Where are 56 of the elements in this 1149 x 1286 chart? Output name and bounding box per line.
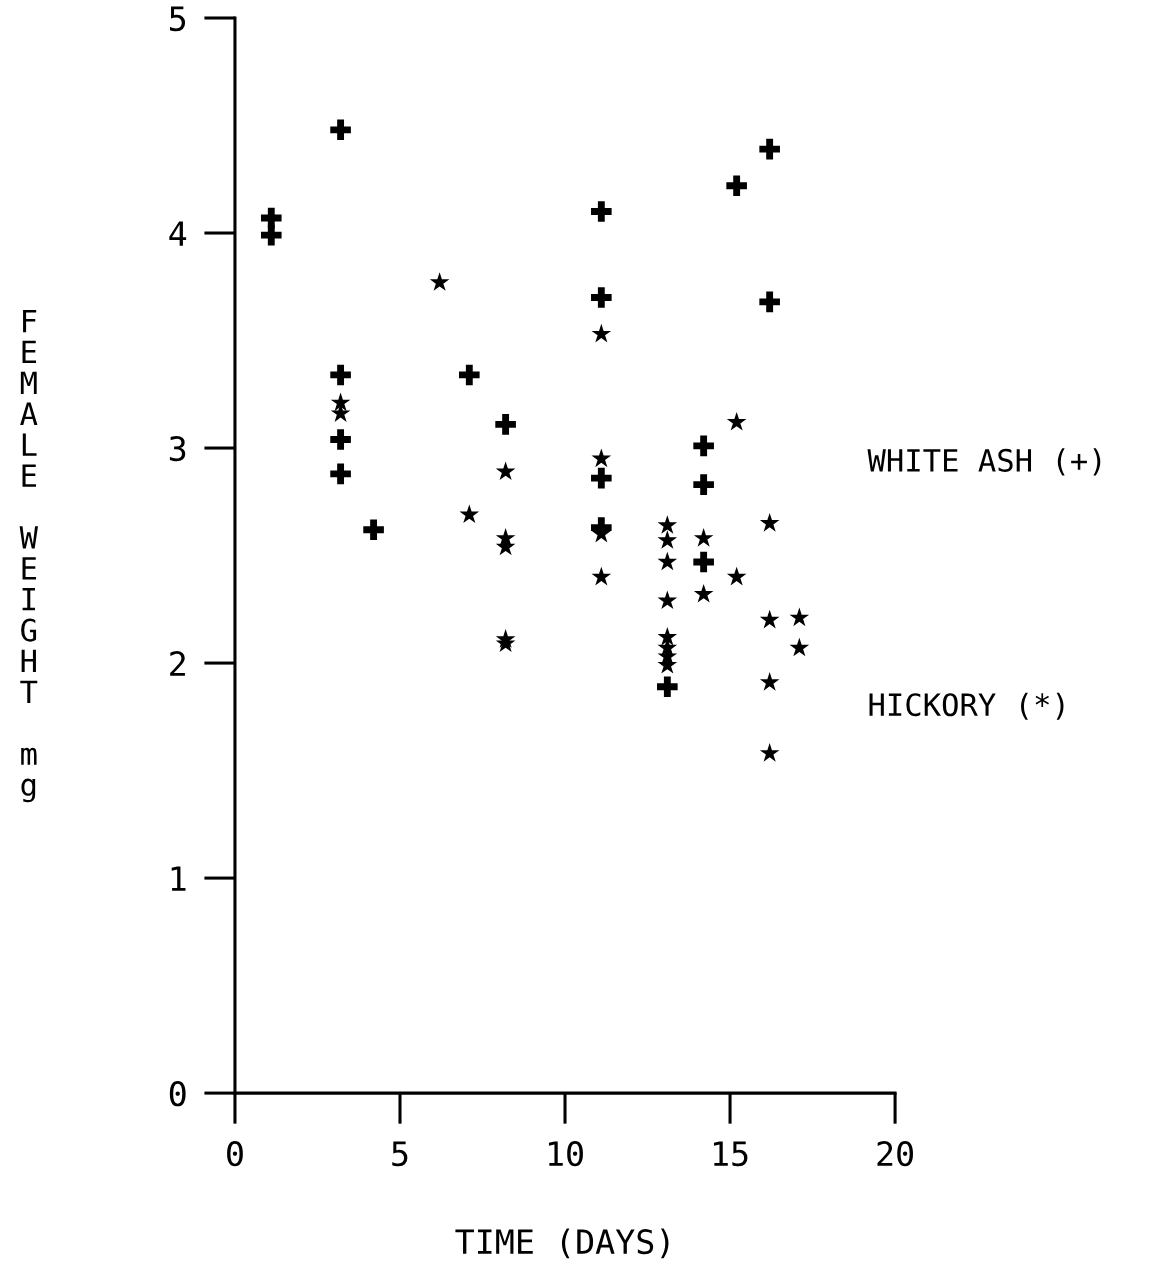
point — [759, 138, 780, 160]
point — [591, 323, 612, 343]
point — [693, 474, 714, 495]
point — [591, 448, 612, 468]
y-tick-label: 3 — [169, 436, 186, 462]
point — [591, 287, 612, 308]
x-axis-title: TIME (DAYS) — [455, 1228, 669, 1259]
point — [657, 551, 678, 571]
point — [759, 743, 780, 762]
point — [591, 467, 612, 489]
y-tick-label: 0 — [169, 1081, 186, 1107]
point — [789, 607, 810, 627]
x-tick-label: 10 — [548, 1141, 583, 1167]
point — [693, 583, 714, 603]
point — [759, 672, 780, 691]
point — [330, 364, 351, 386]
point — [759, 609, 780, 629]
point — [363, 519, 384, 541]
point — [591, 566, 612, 586]
point — [260, 224, 282, 246]
point — [789, 637, 810, 657]
text: WHITE ASH (+) — [867, 448, 1101, 476]
y-tick-label: 1 — [171, 866, 186, 891]
point — [459, 504, 480, 524]
point — [657, 515, 678, 534]
point — [495, 461, 516, 481]
point — [591, 201, 612, 222]
point — [693, 528, 714, 547]
x-tick-label: 20 — [877, 1141, 913, 1167]
point — [495, 414, 516, 435]
point — [759, 513, 780, 532]
point — [657, 676, 678, 698]
point — [693, 435, 714, 457]
point — [726, 566, 747, 586]
point — [657, 530, 678, 549]
point — [657, 590, 678, 610]
text: FEMALE WEIGHT mg — [19, 309, 38, 803]
point — [726, 411, 747, 431]
x-tick-label: 5 — [392, 1141, 408, 1167]
point — [459, 364, 480, 386]
point — [330, 119, 351, 141]
point — [330, 463, 351, 485]
point — [330, 392, 351, 412]
point — [657, 626, 678, 646]
x-tick-label: 15 — [713, 1141, 748, 1167]
y-tick-label: 4 — [169, 221, 187, 246]
text: HICKORY (*) — [869, 692, 1064, 720]
y-tick-label: 2 — [170, 651, 185, 676]
point — [693, 551, 714, 573]
point — [330, 429, 351, 450]
y-tick-label: 5 — [170, 6, 186, 32]
point — [330, 403, 351, 422]
point — [759, 291, 780, 313]
point — [429, 272, 450, 291]
x-tick-label: 0 — [227, 1141, 243, 1167]
point — [726, 175, 747, 197]
